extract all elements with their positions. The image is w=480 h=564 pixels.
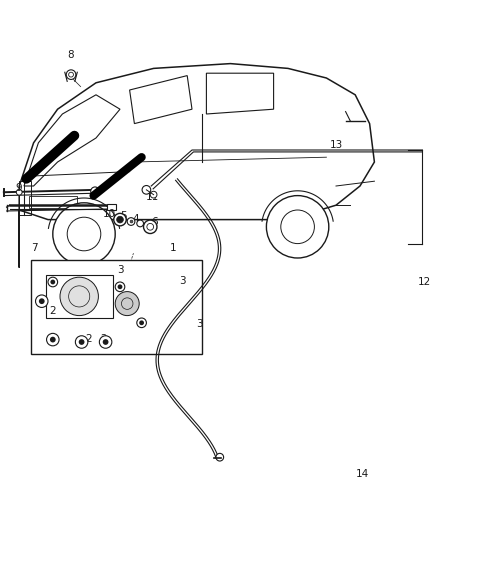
Text: 10: 10 [103,209,116,219]
Circle shape [99,336,112,348]
Text: 11: 11 [146,192,159,202]
Circle shape [47,333,59,346]
Text: 3: 3 [117,265,123,275]
Text: 13: 13 [329,140,343,150]
Circle shape [39,298,45,304]
Circle shape [53,203,115,265]
Circle shape [142,186,151,194]
Text: 4: 4 [132,214,139,224]
Circle shape [115,282,125,292]
Text: 6: 6 [151,218,158,227]
Text: 14: 14 [356,469,369,479]
Bar [29,196,77,208]
Text: 3: 3 [179,276,186,286]
Circle shape [60,277,98,316]
Circle shape [266,196,329,258]
Text: 1: 1 [169,244,176,253]
Circle shape [50,280,55,284]
Circle shape [144,220,157,233]
Circle shape [114,213,126,226]
Circle shape [50,337,56,342]
Circle shape [36,295,48,307]
Circle shape [139,320,144,325]
Text: 2: 2 [85,334,92,343]
Circle shape [115,292,139,316]
Circle shape [137,220,144,227]
Circle shape [117,216,123,223]
Text: 2: 2 [100,334,107,343]
Circle shape [91,187,99,196]
Circle shape [118,284,122,289]
Circle shape [75,336,88,348]
Text: 7: 7 [31,244,38,253]
Bar [107,204,116,210]
Text: 9: 9 [15,183,22,193]
Circle shape [48,277,58,287]
Circle shape [130,220,133,223]
Text: 5: 5 [120,211,127,221]
Circle shape [137,318,146,328]
Text: 3: 3 [196,319,203,329]
Bar [19,181,31,215]
Circle shape [66,70,76,80]
Text: 12: 12 [418,277,432,287]
Circle shape [103,339,108,345]
Text: 8: 8 [68,50,74,60]
Circle shape [79,339,84,345]
Circle shape [150,191,157,198]
Circle shape [216,453,224,461]
Circle shape [127,218,135,226]
Text: 2: 2 [49,306,56,316]
Circle shape [16,190,22,195]
Bar [31,261,202,354]
Bar [46,275,113,318]
